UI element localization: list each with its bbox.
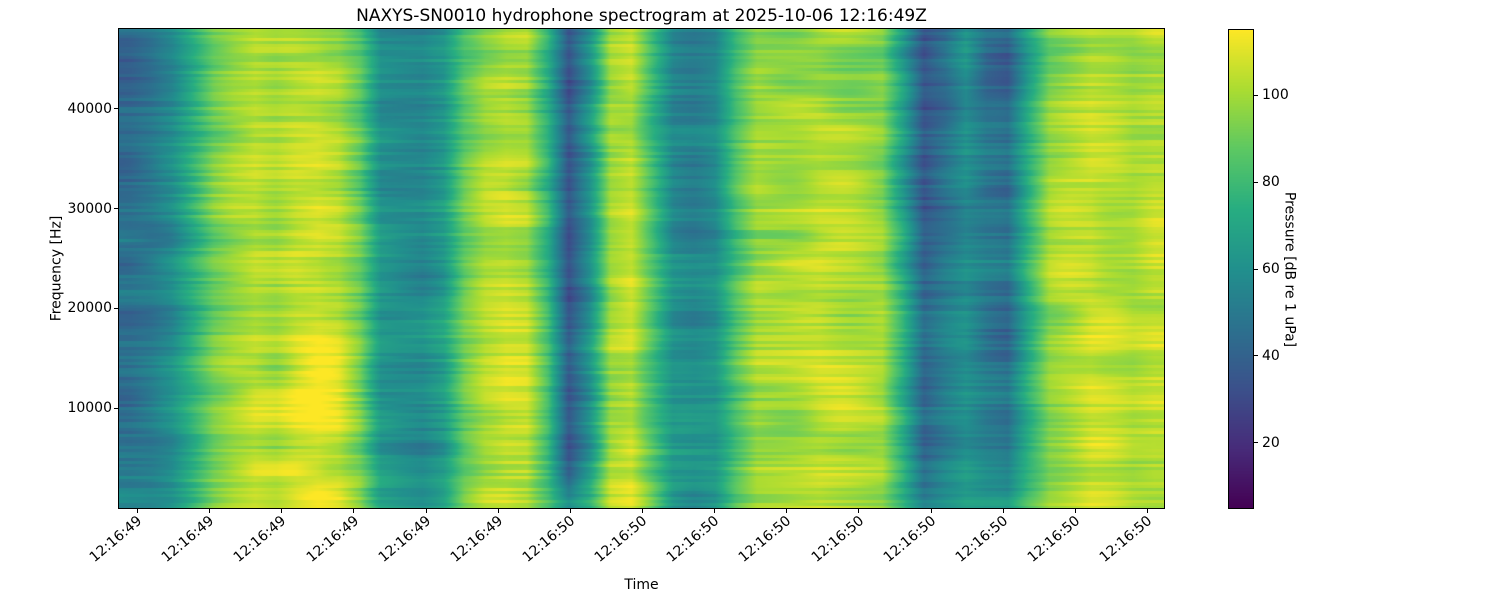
x-tick-label: 12:16:49: [375, 513, 434, 566]
x-tick-mark: [714, 509, 716, 513]
plot-area-border: [118, 28, 1165, 509]
x-tick-mark: [425, 509, 427, 513]
x-axis-label: Time: [624, 577, 659, 593]
x-tick-mark: [642, 509, 643, 513]
x-tick-label: 12:16:49: [158, 513, 218, 566]
colorbar-border: [1228, 29, 1254, 509]
colorbar-gradient: [1229, 30, 1253, 508]
colorbar-tick-label: 100: [1262, 87, 1289, 104]
spectrogram-heatmap: [119, 29, 1164, 508]
x-tick-label: 12:16:50: [663, 513, 723, 566]
x-tick-label: 12:16:50: [808, 513, 867, 566]
y-tick-mark: [114, 407, 118, 409]
x-tick-mark: [1147, 509, 1148, 513]
x-tick-mark: [930, 509, 932, 513]
x-tick-label: 12:16:49: [86, 513, 146, 566]
x-tick-mark: [1002, 509, 1004, 513]
y-tick-label: 10000: [67, 400, 112, 417]
colorbar-tick-label: 40: [1262, 347, 1280, 364]
x-tick-label: 12:16:50: [952, 513, 1012, 566]
x-tick-mark: [569, 509, 571, 513]
chart-title: NAXYS-SN0010 hydrophone spectrogram at 2…: [356, 6, 927, 26]
x-tick-label: 12:16:49: [303, 513, 362, 566]
x-tick-mark: [209, 509, 211, 513]
x-tick-mark: [353, 509, 355, 513]
y-tick-label: 40000: [67, 100, 112, 117]
x-tick-mark: [1074, 509, 1076, 513]
x-tick-mark: [786, 509, 788, 513]
x-tick-label: 12:16:50: [1024, 513, 1084, 566]
colorbar-tick-label: 80: [1262, 174, 1280, 191]
colorbar-tick-mark: [1254, 181, 1258, 183]
y-tick-mark: [114, 307, 118, 309]
y-tick-label: 30000: [67, 200, 112, 217]
x-tick-label: 12:16:49: [447, 513, 507, 566]
y-tick-mark: [114, 208, 118, 210]
x-tick-label: 12:16:50: [880, 513, 939, 566]
x-tick-label: 12:16:49: [231, 513, 290, 566]
x-tick-mark: [858, 509, 860, 513]
x-tick-mark: [497, 509, 499, 513]
colorbar-label: Pressure [dB re 1 uPa]: [1281, 191, 1298, 348]
colorbar-tick-mark: [1254, 355, 1258, 357]
colorbar-tick-label: 60: [1262, 261, 1280, 277]
colorbar-tick-mark: [1254, 94, 1258, 96]
x-tick-mark: [281, 509, 283, 513]
colorbar-tick-mark: [1254, 268, 1258, 270]
x-tick-label: 12:16:50: [736, 513, 795, 566]
colorbar-tick-mark: [1254, 442, 1258, 444]
colorbar-tick-label: 20: [1262, 434, 1280, 451]
y-tick-mark: [114, 108, 118, 110]
y-axis-label: Frequency [Hz]: [48, 215, 65, 322]
x-tick-label: 12:16:50: [1096, 513, 1156, 566]
x-tick-label: 12:16:50: [519, 513, 579, 566]
x-tick-label: 12:16:50: [591, 513, 651, 566]
y-tick-label: 20000: [67, 300, 112, 317]
x-tick-mark: [137, 509, 138, 513]
